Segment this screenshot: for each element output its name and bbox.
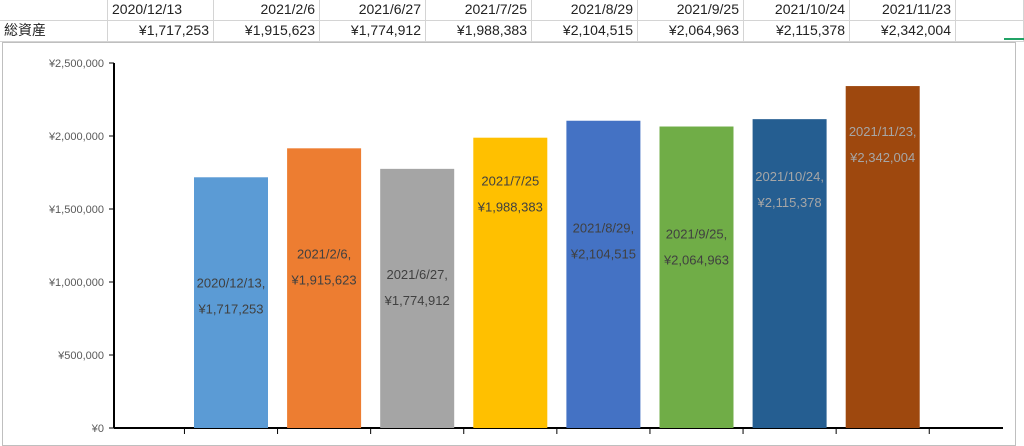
cell-total-assets[interactable]: ¥1,774,912 [320,21,426,42]
bar-2021/10/24 [752,119,827,428]
bar-2021/6/27 [380,168,455,428]
y-tick-label: ¥2,000,000 [48,131,104,143]
cell-total-assets[interactable]: ¥1,915,623 [214,21,320,42]
data-label-category: 2021/9/25, [666,227,727,242]
data-label-category: 2021/8/29, [573,221,634,236]
data-label-category: 2020/12/13, [197,275,266,290]
bar-chart: ¥0 ¥500,000 ¥1,000,000 ¥1,500,000 ¥2,000,000… [48,58,1003,435]
y-tick-label: ¥2,500,000 [48,58,104,70]
cell-date-header[interactable]: 2021/9/25 [638,0,744,21]
data-label-value: ¥2,104,515 [570,247,636,262]
cell-total-assets[interactable]: ¥2,342,004 [850,21,956,42]
cell-total-assets[interactable]: ¥1,988,383 [426,21,532,42]
bar-2020/12/13 [194,177,268,428]
bar-2021/7/25 [473,137,548,428]
y-tick-label: ¥500,000 [57,350,104,362]
bar-2021/8/29 [566,120,641,428]
cell-date-header[interactable]: 2021/6/27 [320,0,426,21]
bar-2021/9/25 [659,126,734,428]
y-tick-label: ¥1,500,000 [48,204,104,216]
data-label-value: ¥2,064,963 [663,253,729,268]
cell-total-assets[interactable]: ¥2,104,515 [532,21,638,42]
data-label-value: ¥1,988,383 [477,200,543,215]
cell-row-label[interactable]: 総資産 [0,21,108,42]
cell-blank[interactable] [0,0,108,21]
cell-date-header[interactable]: 2021/2/6 [214,0,320,21]
data-label-value: ¥2,342,004 [849,150,915,165]
cell-date-header[interactable]: 2020/12/13 [108,0,214,21]
cell-date-header[interactable]: 2021/7/25 [426,0,532,21]
cell-empty[interactable] [956,0,1024,21]
data-label-category: 2021/11/23, [849,124,917,139]
data-label-value: ¥1,774,912 [384,293,450,308]
data-label-category: 2021/2/6, [297,246,351,261]
cell-total-assets[interactable]: ¥2,064,963 [638,21,744,42]
data-label-category: 2021/10/24, [755,169,824,184]
data-label-category: 2021/7/25 [481,174,539,189]
y-tick-label: ¥1,000,000 [48,277,104,289]
cell-date-header[interactable]: 2021/11/23 [850,0,956,21]
bar-2021/11/23 [845,86,920,428]
cell-date-header[interactable]: 2021/10/24 [744,0,850,21]
chart-area[interactable]: ¥0 ¥500,000 ¥1,000,000 ¥1,500,000 ¥2,000,000… [2,42,1016,446]
data-label-value: ¥1,915,623 [291,272,357,287]
cell-total-assets[interactable]: ¥1,717,253 [108,21,214,42]
data-label-value: ¥1,717,253 [197,301,263,316]
bar-2021/2/6 [287,148,362,428]
cell-total-assets[interactable]: ¥2,115,378 [744,21,850,42]
data-label-value: ¥2,115,378 [757,195,822,210]
y-tick-label: ¥0 [91,423,104,435]
data-label-category: 2021/6/27, [386,267,447,282]
sheet-scroll-marker [1004,38,1024,40]
cell-date-header[interactable]: 2021/8/29 [532,0,638,21]
